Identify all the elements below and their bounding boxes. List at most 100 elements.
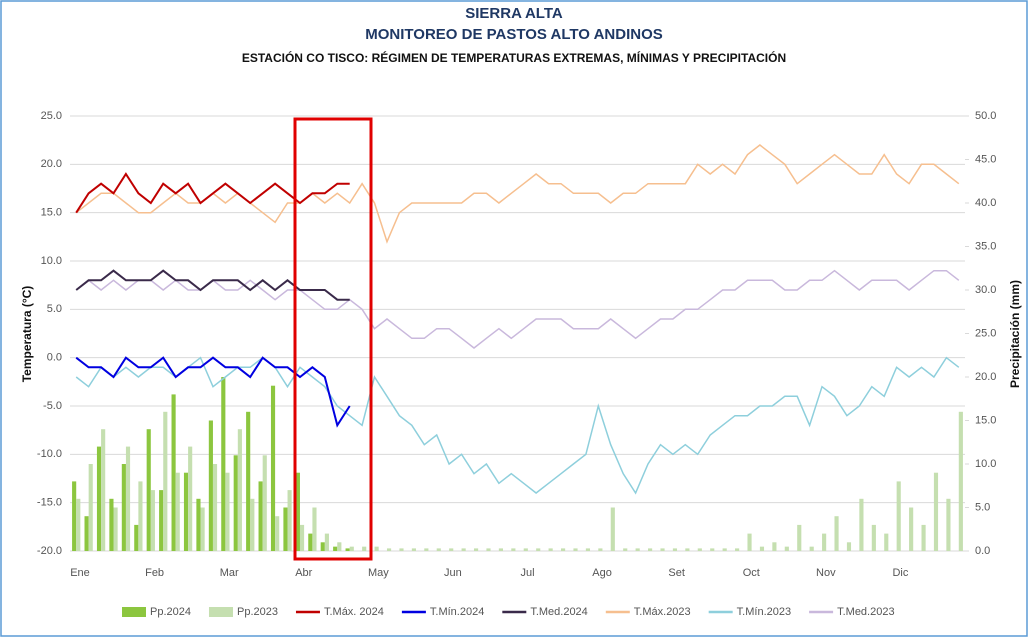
precip-bar [233,455,238,551]
x-tick-label: Nov [816,567,836,579]
precip-bar [146,429,151,551]
legend-label: T.Mín.2023 [737,606,791,618]
x-tick-label: Ene [70,567,90,579]
precip-bar [333,546,338,551]
precip-bar [735,548,740,551]
precip-bar [710,548,715,551]
precip-bar [163,411,168,551]
legend-label: T.Máx. 2024 [324,606,384,618]
precip-bar [84,516,89,551]
precip-bar [884,533,889,551]
precip-bar [672,548,678,551]
precip-bar [486,548,491,551]
precip-bar [809,546,814,551]
x-tick-label: Jul [520,567,534,579]
precip-bar [237,429,242,551]
precip-bar [958,411,963,551]
y-tick-label: 25.0 [41,110,62,122]
legend: Pp.2024 Pp.2023 T.Máx. 2024 T.Mín.2024 T.Med… [122,606,895,618]
precip-bar [196,498,201,551]
precip-bar [772,542,777,551]
series-line [75,356,960,495]
x-tick-label: Oct [743,567,760,579]
x-tick-label: Jun [444,567,462,579]
y2-tick-label: 5.0 [975,501,990,513]
precip-bar [270,385,276,551]
precip-bar [362,546,367,551]
precip-bar [76,498,81,551]
legend-label: Pp.2023 [237,606,278,618]
plot-area: -20.0 -15.0 -10.0 -5.0 0.0 5.0 10.0 15.0 20.0 25.… [37,110,997,579]
precip-bar [399,548,404,551]
precip-bar [896,481,901,551]
y2-tick-label: 10.0 [975,458,996,470]
precip-bar [159,490,164,551]
precip-bar [436,548,441,551]
precip-bar [784,546,789,551]
legend-label: T.Máx.2023 [634,606,691,618]
x-tick-label: May [368,567,389,579]
precip-bar [324,533,329,551]
chart-subtitle: MONITOREO DE PASTOS ALTO ANDINOS [365,26,663,43]
precip-bar [498,548,503,551]
precip-bar [846,542,852,551]
precip-bar [109,498,114,551]
y2-tick-label: 35.0 [975,240,996,252]
y2-tick-label: 20.0 [975,371,996,383]
precip-bar [697,548,702,551]
precip-bar [183,472,189,551]
precip-bar [287,490,292,551]
precip-bar [834,516,839,551]
x-tick-label: Set [668,567,685,579]
precip-bar [411,548,416,551]
x-tick-label: Abr [295,567,312,579]
precip-bar [96,446,102,551]
y-axis-title: Temperatura (°C) [20,286,34,383]
precip-bar [121,464,126,551]
y2-tick-label: 25.0 [975,327,996,339]
y-tick-label: -15.0 [37,497,62,509]
precip-bar [349,546,354,551]
y-tick-label: 10.0 [41,255,62,267]
precip-bar [946,498,951,551]
precip-bar [308,533,313,551]
precip-bar [461,548,466,551]
precip-bar [221,377,226,551]
x-tick-label: Ago [592,567,612,579]
precip-bar [635,548,640,551]
y2-tick-label: 40.0 [975,197,996,209]
precip-bar [424,548,429,551]
precip-bar [449,548,454,551]
precip-bar [208,420,213,551]
x-tick-label: Dic [892,567,908,579]
precip-bar [283,507,288,551]
precip-bar [933,472,939,551]
precip-bar [909,507,914,551]
series-line [75,144,960,244]
precip-bar [113,507,118,551]
precip-bar [88,464,93,551]
precip-bar [610,507,615,551]
legend-label: T.Med.2024 [530,606,587,618]
precip-bar [511,548,516,551]
precip-bar [585,548,591,551]
legend-swatch [122,607,146,617]
y2-tick-label: 15.0 [975,414,996,426]
precip-bar [536,548,541,551]
y-tick-label: 20.0 [41,158,62,170]
precip-bar [660,548,665,551]
y-tick-label: -10.0 [37,448,62,460]
y2-axis-title: Precipitación (mm) [1008,280,1022,388]
precip-bar [138,481,143,551]
precip-bar [275,516,280,551]
precip-bar [859,498,864,551]
precip-bar [374,546,379,551]
highlight-box [293,117,373,561]
precip-bar [386,548,392,551]
precip-bar [523,548,528,551]
precip-bar [598,548,603,551]
precip-bar [295,472,300,551]
x-tick-label: Feb [145,567,164,579]
chart-title: SIERRA ALTA [465,5,563,22]
series-line [75,269,960,349]
